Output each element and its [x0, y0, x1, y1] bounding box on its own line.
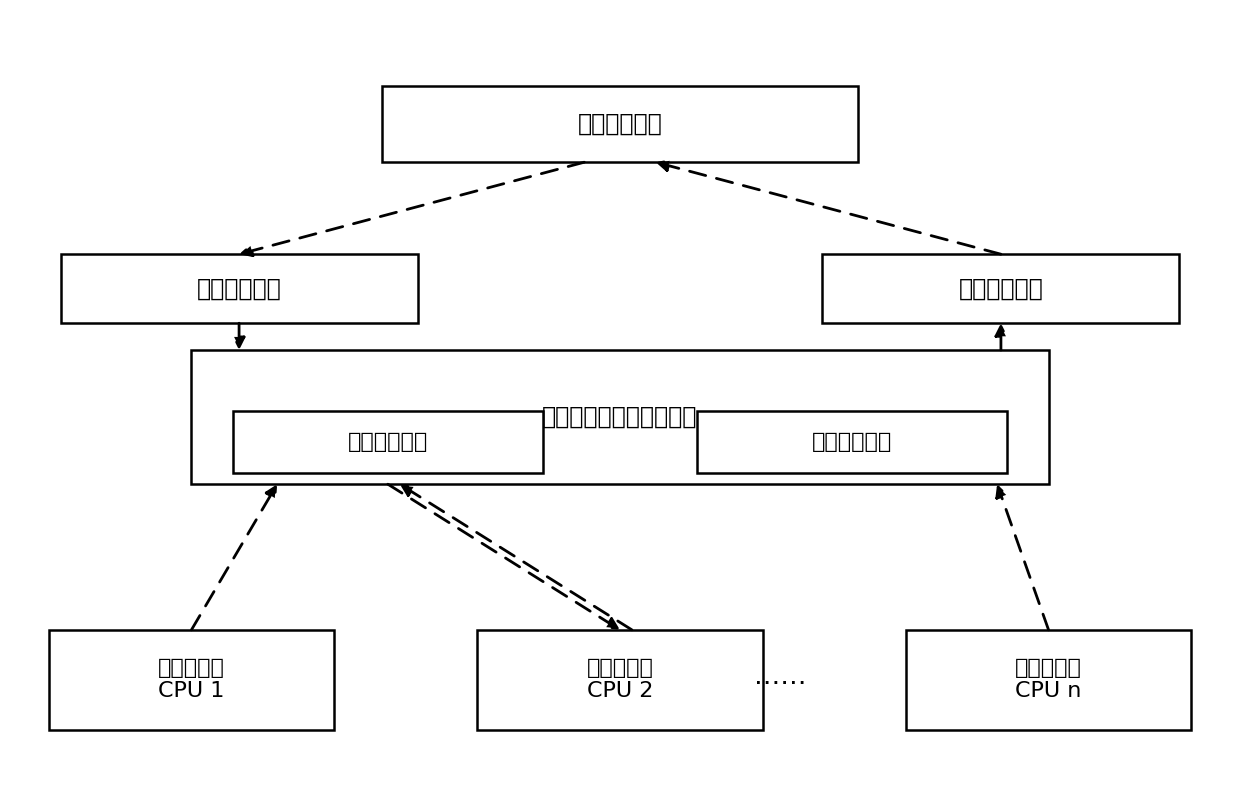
Bar: [61, 254, 418, 323]
Text: 逻辑处理器
CPU n: 逻辑处理器 CPU n: [1016, 658, 1083, 701]
Bar: [191, 350, 1049, 484]
Text: 模拟运行控制: 模拟运行控制: [347, 432, 428, 452]
Text: ……: ……: [754, 664, 807, 691]
Bar: [233, 412, 543, 473]
Text: 模拟运行环境数据库模块: 模拟运行环境数据库模块: [542, 405, 698, 429]
Bar: [477, 629, 763, 730]
Bar: [905, 629, 1192, 730]
Bar: [382, 86, 858, 162]
Text: 输入模拟模块: 输入模拟模块: [197, 277, 281, 301]
Bar: [822, 254, 1179, 323]
Bar: [697, 412, 1007, 473]
Text: 逻辑处理器
CPU 2: 逻辑处理器 CPU 2: [587, 658, 653, 701]
Text: 输出模拟模块: 输出模拟模块: [959, 277, 1043, 301]
Text: 逻辑功能模块: 逻辑功能模块: [812, 432, 893, 452]
Bar: [48, 629, 335, 730]
Text: 人机接口界面: 人机接口界面: [578, 112, 662, 136]
Text: 逻辑处理器
CPU 1: 逻辑处理器 CPU 1: [157, 658, 224, 701]
